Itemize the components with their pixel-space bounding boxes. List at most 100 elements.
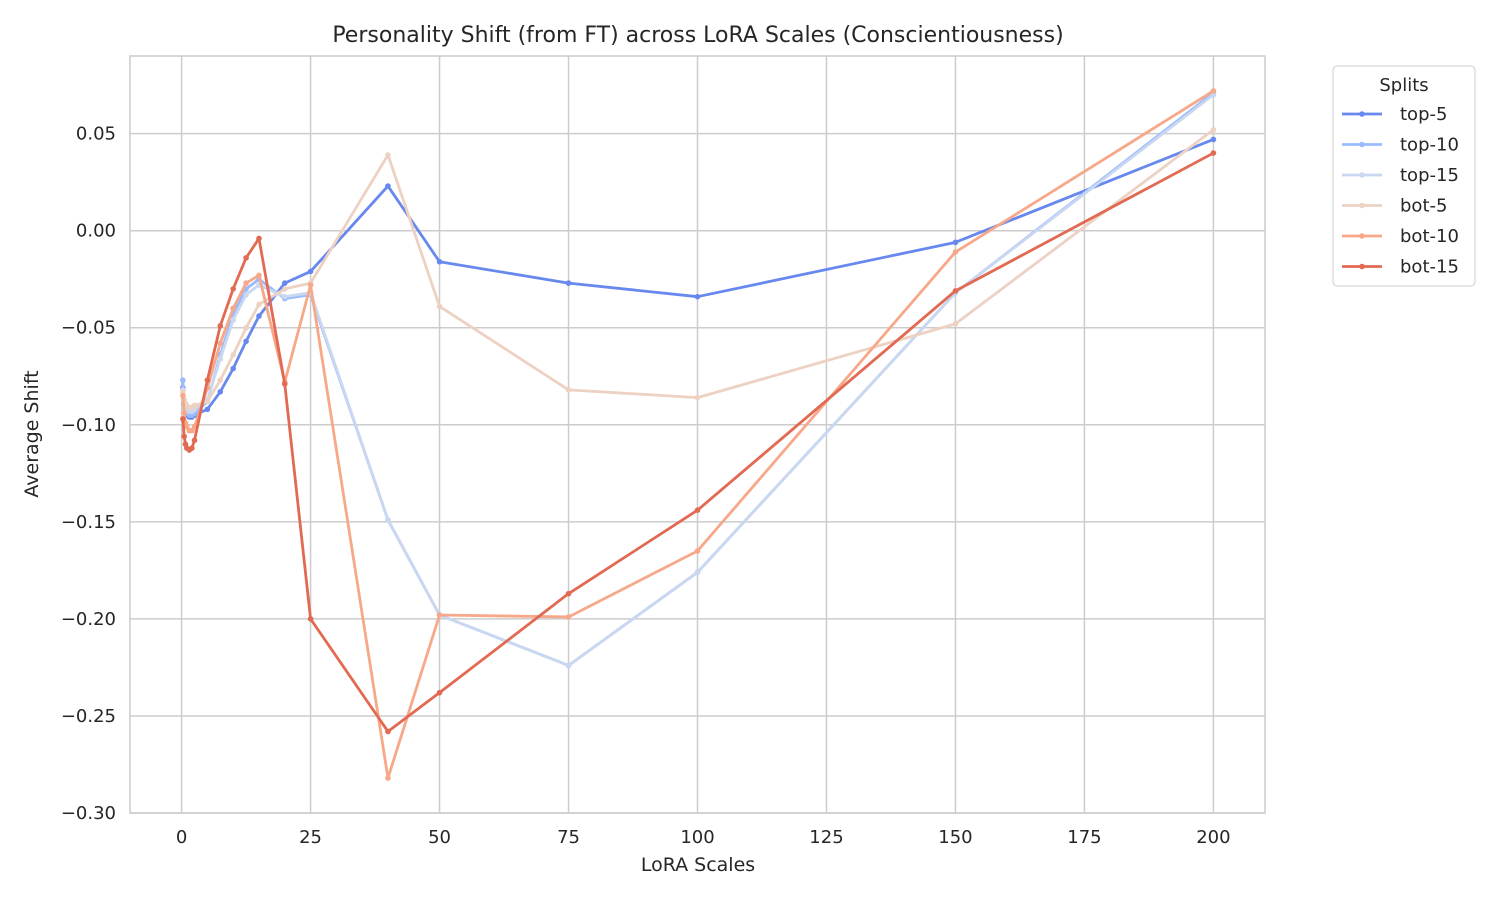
y-tick-label: −0.10 [61, 415, 116, 436]
data-point [204, 398, 211, 405]
data-point [191, 402, 198, 409]
y-tick-label: −0.15 [61, 512, 116, 533]
data-point [243, 255, 249, 261]
data-point [217, 388, 224, 395]
data-point [281, 280, 288, 286]
data-point [565, 590, 572, 597]
legend-marker [1359, 141, 1365, 148]
data-point [436, 612, 443, 618]
legend-label: bot-15 [1400, 257, 1459, 278]
legend-marker [1359, 202, 1365, 209]
data-point [952, 239, 959, 246]
data-point [180, 388, 186, 395]
data-point [181, 410, 187, 416]
x-tick-label: 125 [809, 827, 843, 848]
data-point [436, 258, 443, 265]
x-tick-labels: 0 25 50 75 100 125 150 175 200 [176, 827, 1231, 848]
legend-label: bot-5 [1400, 196, 1447, 217]
data-point [385, 517, 391, 523]
x-tick-label: 50 [428, 827, 451, 848]
y-tick-label: 0.00 [76, 221, 116, 242]
y-tick-label: −0.30 [61, 803, 116, 824]
data-point [180, 377, 186, 383]
legend-label: bot-10 [1400, 226, 1459, 247]
data-point [694, 569, 701, 576]
data-point [385, 152, 391, 158]
data-point [385, 183, 391, 189]
legend-item-top-15: top-15 [1342, 165, 1459, 186]
x-tick-label: 100 [680, 827, 714, 848]
data-point [256, 301, 262, 308]
data-point [243, 338, 249, 345]
grid-lines [130, 56, 1265, 814]
data-point [180, 392, 186, 399]
data-point [191, 437, 198, 444]
x-tick-label: 0 [176, 827, 187, 848]
legend-title: Splits [1379, 75, 1428, 96]
data-point [307, 616, 314, 622]
legend-box [1332, 65, 1476, 287]
data-point [694, 394, 701, 401]
chart-title: Personality Shift (from FT) across LoRA … [332, 23, 1063, 48]
x-tick-label: 200 [1196, 827, 1230, 848]
data-point [230, 365, 236, 372]
y-tick-label: −0.20 [61, 609, 116, 630]
data-point [694, 293, 701, 300]
legend-items: top-5 top-10 top-15 bot-5 bot-10 bot-15 [1342, 104, 1459, 278]
data-point [230, 317, 236, 323]
data-point [565, 662, 572, 669]
data-point [217, 323, 224, 329]
data-point [952, 321, 959, 327]
y-tick-label: −0.25 [61, 706, 116, 727]
data-point [217, 356, 224, 362]
data-point [230, 305, 236, 312]
data-point [243, 324, 249, 331]
legend-item-top-10: top-10 [1342, 135, 1459, 156]
data-point [1210, 126, 1217, 133]
series-bot-15 [180, 150, 1217, 735]
data-point [1210, 88, 1217, 94]
legend-marker [1359, 172, 1365, 178]
data-point [694, 507, 701, 513]
legend-marker [1359, 233, 1365, 239]
data-point [217, 340, 224, 347]
data-point [952, 249, 959, 255]
data-point [230, 352, 236, 358]
data-point [189, 445, 195, 451]
legend-marker [1359, 111, 1365, 117]
data-point [952, 288, 959, 294]
data-point [565, 614, 572, 620]
y-tick-labels: 0.05 0.00 −0.05 −0.10 −0.15 −0.20 −0.25 −0.30 [61, 124, 116, 824]
data-point [565, 280, 572, 286]
data-point [385, 728, 391, 735]
data-point [281, 381, 288, 387]
data-point [256, 272, 262, 279]
data-point [204, 377, 211, 383]
data-point [281, 293, 288, 300]
x-tick-label: 175 [1067, 827, 1101, 848]
data-point [694, 548, 701, 554]
data-point [281, 286, 288, 292]
data-point [307, 282, 314, 288]
plot-border [129, 55, 1266, 814]
data-point [565, 387, 572, 393]
legend-label: top-10 [1400, 135, 1459, 156]
data-point [385, 775, 391, 781]
x-tick-label: 150 [938, 827, 972, 848]
x-axis-label: LoRA Scales [641, 854, 755, 876]
x-tick-label: 75 [557, 827, 580, 848]
data-point [204, 406, 211, 413]
y-tick-label: −0.05 [61, 318, 116, 339]
legend-label: top-5 [1400, 104, 1447, 125]
data-point [256, 235, 262, 242]
series-layer [180, 88, 1217, 781]
data-point [1210, 136, 1217, 143]
data-point [181, 433, 187, 440]
legend-item-top-5: top-5 [1342, 104, 1447, 125]
legend-item-bot-10: bot-10 [1342, 226, 1459, 247]
x-tick-label: 25 [299, 827, 322, 848]
data-point [217, 377, 224, 383]
data-point [1210, 150, 1217, 156]
data-point [307, 268, 314, 275]
